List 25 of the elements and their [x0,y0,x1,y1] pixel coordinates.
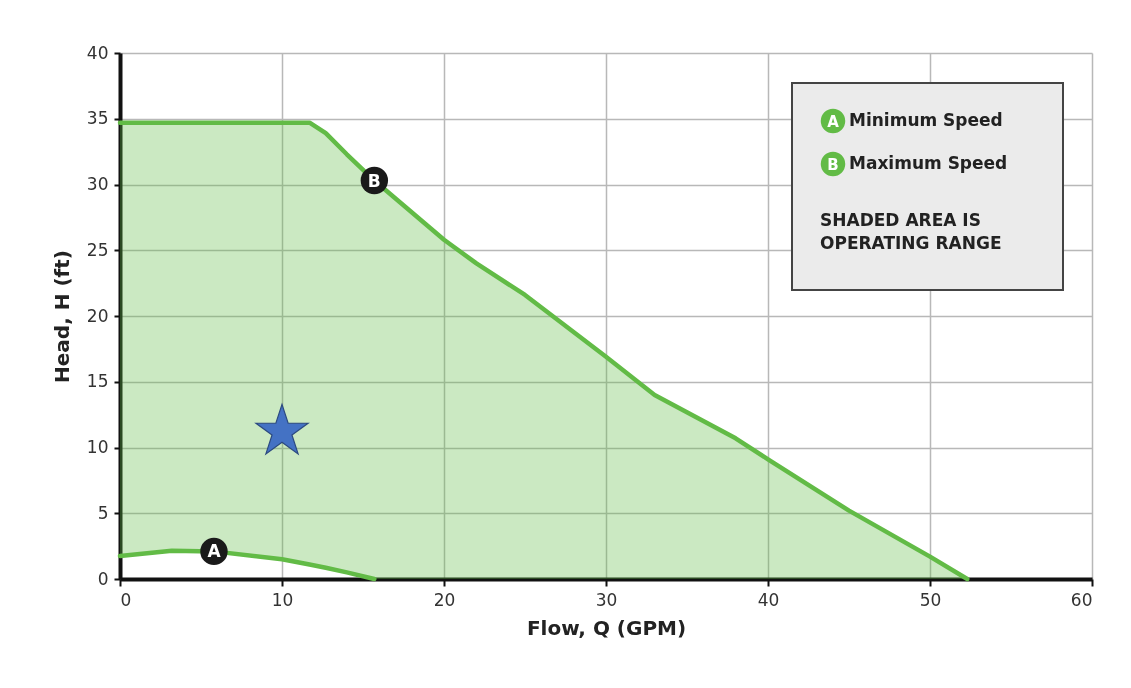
y-tick-label: 15 [86,371,109,392]
annotation: B [367,170,381,191]
y-tick-label: 20 [86,305,109,326]
y-tick-label: 0 [97,568,109,589]
x-tick-label: 40 [757,589,780,610]
y-tick-label: 5 [97,502,109,523]
x-tick-label: 10 [271,589,294,610]
y-tick-label: 10 [86,437,109,457]
annotation: A [207,541,222,562]
y-tick-label: 30 [86,174,109,194]
x-axis-title: Flow, Q (GPM) [526,615,687,640]
text: A [827,113,839,131]
text: B [827,156,839,174]
x-tick-label: 50 [919,589,942,610]
x-tick-label: 60 [1070,589,1093,610]
legend-label: Minimum Speed [849,110,1003,130]
x-tick-label: 20 [433,589,456,610]
legend-label: Maximum Speed [849,153,1008,173]
y-tick-label: 25 [86,239,109,260]
y-tick-label: 40 [86,42,109,63]
x-tick-label: 30 [595,589,618,610]
y-tick-label: 35 [86,108,109,129]
x-tick-label: 0 [120,589,132,610]
annotation: SHADED AREA IS OPERATING RANGE [820,210,1002,253]
y-axis-title: Head, H (ft) [49,250,74,383]
